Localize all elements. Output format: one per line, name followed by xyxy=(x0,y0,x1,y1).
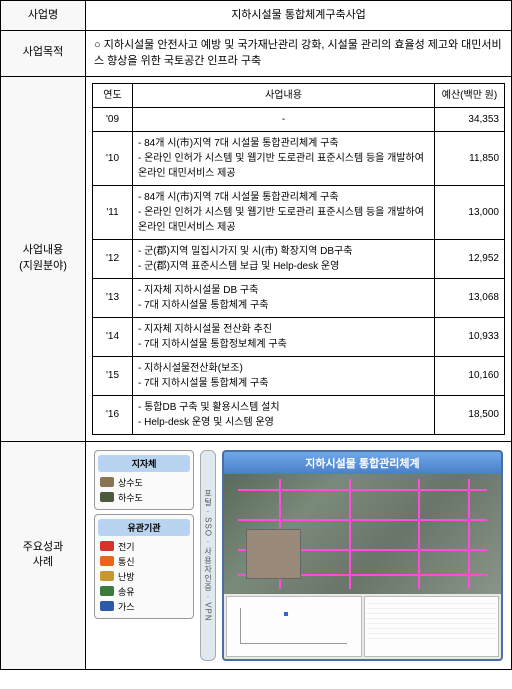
legend-item: 난방 xyxy=(98,569,190,584)
cell-budget: 10,160 xyxy=(435,356,505,395)
purpose-text: ○ 지하시설물 안전사고 예방 및 국가재난관리 강화, 시설물 관리의 효율성… xyxy=(86,31,511,76)
map-area xyxy=(224,474,501,594)
legend-label: 가스 xyxy=(118,600,135,613)
cell-budget: 13,000 xyxy=(435,185,505,239)
sub-panels xyxy=(224,594,501,659)
row-purpose: 사업목적 ○ 지하시설물 안전사고 예방 및 국가재난관리 강화, 시설물 관리… xyxy=(1,31,511,77)
cell-budget: 13,068 xyxy=(435,278,505,317)
legend-group-jijache: 지자체 상수도하수도 xyxy=(94,450,194,510)
table-row: '09-34,353 xyxy=(93,107,505,131)
portal-text: 포털 · SSO · 사용자인증 · VPN xyxy=(203,489,214,622)
table-row: '11- 84개 시(市)지역 7대 시설물 통합관리체계 구축 - 온라인 인… xyxy=(93,185,505,239)
legend-icon xyxy=(100,541,114,551)
table-row: '12- 군(郡)지역 밀집시가지 및 시(市) 확장지역 DB구축 - 군(郡… xyxy=(93,239,505,278)
legend-item: 송유 xyxy=(98,584,190,599)
row-project-name: 사업명 지하시설물 통합체계구축사업 xyxy=(1,1,511,31)
table-row: '14- 지자체 지하시설물 전산화 추진 - 7대 지하시설물 통합정보체계 … xyxy=(93,317,505,356)
map-title: 지하시설물 통합관리체계 xyxy=(224,452,501,474)
legend-icon xyxy=(100,492,114,502)
cell-desc: - 통합DB 구축 및 활용시스템 설치 - Help-desk 운영 및 시스… xyxy=(133,395,435,434)
table-row: '10- 84개 시(市)지역 7대 시설물 통합관리체계 구축 - 온라인 인… xyxy=(93,131,505,185)
cell-year: '15 xyxy=(93,356,133,395)
label-purpose: 사업목적 xyxy=(1,31,86,76)
row-cases: 주요성과 사례 지자체 상수도하수도 유관기관 전기통신난방송유가스 포털 · … xyxy=(1,442,511,669)
table-row: '15- 지하시설물전산화(보조) - 7대 지하시설물 통합체계 구축10,1… xyxy=(93,356,505,395)
legend-icon xyxy=(100,477,114,487)
project-title: 지하시설물 통합체계구축사업 xyxy=(86,1,511,30)
label-project-name: 사업명 xyxy=(1,1,86,30)
legend-label: 통신 xyxy=(118,555,135,568)
legend-icon xyxy=(100,601,114,611)
portal-bar: 포털 · SSO · 사용자인증 · VPN xyxy=(200,450,216,661)
cell-year: '13 xyxy=(93,278,133,317)
cell-desc: - xyxy=(133,107,435,131)
cell-desc: - 84개 시(市)지역 7대 시설물 통합관리체계 구축 - 온라인 인허가 … xyxy=(133,131,435,185)
map-panel: 지하시설물 통합관리체계 xyxy=(222,450,503,661)
cell-year: '10 xyxy=(93,131,133,185)
content-table-wrap: 연도 사업내용 예산(백만 원) '09-34,353'10- 84개 시(市)… xyxy=(86,77,511,441)
cell-year: '11 xyxy=(93,185,133,239)
cell-year: '12 xyxy=(93,239,133,278)
sub-panel-chart xyxy=(226,596,362,657)
legend-title-2: 유관기관 xyxy=(98,519,190,536)
cell-desc: - 지자체 지하시설물 전산화 추진 - 7대 지하시설물 통합정보체계 구축 xyxy=(133,317,435,356)
map-building xyxy=(246,529,301,579)
legend-item: 상수도 xyxy=(98,475,190,490)
legend-column: 지자체 상수도하수도 유관기관 전기통신난방송유가스 xyxy=(94,450,194,661)
legend-label: 하수도 xyxy=(118,491,143,504)
legend-item: 통신 xyxy=(98,554,190,569)
map-line xyxy=(349,479,351,589)
cell-budget: 18,500 xyxy=(435,395,505,434)
cell-year: '14 xyxy=(93,317,133,356)
legend-item: 전기 xyxy=(98,539,190,554)
case-content: 지자체 상수도하수도 유관기관 전기통신난방송유가스 포털 · SSO · 사용… xyxy=(86,442,511,669)
document-table: 사업명 지하시설물 통합체계구축사업 사업목적 ○ 지하시설물 안전사고 예방 … xyxy=(0,0,512,670)
cell-year: '09 xyxy=(93,107,133,131)
legend-icon xyxy=(100,586,114,596)
th-budget: 예산(백만 원) xyxy=(435,83,505,107)
cell-budget: 11,850 xyxy=(435,131,505,185)
label-content: 사업내용 (지원분야) xyxy=(1,77,86,441)
map-line xyxy=(238,489,487,491)
label-cases: 주요성과 사례 xyxy=(1,442,86,669)
legend-label: 전기 xyxy=(118,540,135,553)
table-row: '16- 통합DB 구축 및 활용시스템 설치 - Help-desk 운영 및… xyxy=(93,395,505,434)
cell-budget: 12,952 xyxy=(435,239,505,278)
cell-year: '16 xyxy=(93,395,133,434)
legend-item: 가스 xyxy=(98,599,190,614)
map-line xyxy=(238,519,487,521)
legend-title-1: 지자체 xyxy=(98,455,190,472)
budget-table: 연도 사업내용 예산(백만 원) '09-34,353'10- 84개 시(市)… xyxy=(92,83,505,435)
sub-panel-list xyxy=(364,596,500,657)
table-row: '13- 지자체 지하시설물 DB 구축 - 7대 지하시설물 통합체계 구축1… xyxy=(93,278,505,317)
map-line xyxy=(418,479,420,589)
legend-icon xyxy=(100,556,114,566)
legend-item: 하수도 xyxy=(98,490,190,505)
cell-desc: - 군(郡)지역 밀집시가지 및 시(市) 확장지역 DB구축 - 군(郡)지역… xyxy=(133,239,435,278)
row-content: 사업내용 (지원분야) 연도 사업내용 예산(백만 원) '09-34,353'… xyxy=(1,77,511,442)
legend-label: 송유 xyxy=(118,585,135,598)
cell-budget: 10,933 xyxy=(435,317,505,356)
legend-label: 상수도 xyxy=(118,476,143,489)
map-line xyxy=(468,479,470,589)
legend-icon xyxy=(100,571,114,581)
cell-desc: - 지자체 지하시설물 DB 구축 - 7대 지하시설물 통합체계 구축 xyxy=(133,278,435,317)
table-header-row: 연도 사업내용 예산(백만 원) xyxy=(93,83,505,107)
th-desc: 사업내용 xyxy=(133,83,435,107)
cell-budget: 34,353 xyxy=(435,107,505,131)
th-year: 연도 xyxy=(93,83,133,107)
cell-desc: - 84개 시(市)지역 7대 시설물 통합관리체계 구축 - 온라인 인허가 … xyxy=(133,185,435,239)
cell-desc: - 지하시설물전산화(보조) - 7대 지하시설물 통합체계 구축 xyxy=(133,356,435,395)
legend-label: 난방 xyxy=(118,570,135,583)
legend-group-yugwan: 유관기관 전기통신난방송유가스 xyxy=(94,514,194,619)
